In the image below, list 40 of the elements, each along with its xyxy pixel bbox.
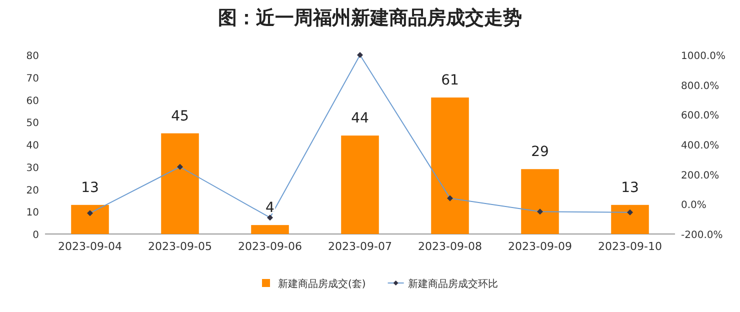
bar xyxy=(341,136,379,234)
bar xyxy=(161,133,199,234)
y2-tick-label: -200.0% xyxy=(681,230,723,241)
y2-tick-label: 0.0% xyxy=(681,200,706,212)
y-tick-label: 10 xyxy=(26,208,39,219)
y-tick-label: 40 xyxy=(26,140,39,152)
data-label: 13 xyxy=(81,180,99,196)
x-tick-label: 2023-09-10 xyxy=(598,240,662,253)
bar xyxy=(521,169,559,234)
bar xyxy=(71,204,109,234)
legend-label: 新建商品房成交(套) xyxy=(278,278,366,290)
y2-tick-label: 800.0% xyxy=(681,80,720,92)
bar xyxy=(611,204,649,234)
y2-tick-label: 600.0% xyxy=(681,110,720,122)
y2-tick-label: 1000.0% xyxy=(681,51,726,62)
data-label: 61 xyxy=(441,72,459,89)
data-label: 4 xyxy=(266,200,275,216)
y2-tick-label: 200.0% xyxy=(681,170,720,182)
x-tick-label: 2023-09-05 xyxy=(148,240,212,253)
data-label: 44 xyxy=(351,110,369,127)
bar xyxy=(431,98,469,234)
data-label: 29 xyxy=(531,144,549,160)
y-tick-label: 50 xyxy=(26,118,39,130)
bar xyxy=(251,225,289,234)
data-label: 13 xyxy=(621,180,639,196)
data-label: 45 xyxy=(171,108,189,124)
legend-label: 新建商品房成交环比 xyxy=(408,278,498,290)
y-tick-label: 20 xyxy=(26,185,39,196)
x-tick-label: 2023-09-04 xyxy=(58,240,122,253)
x-tick-label: 2023-09-06 xyxy=(238,240,302,253)
y2-tick-label: 400.0% xyxy=(681,140,720,152)
x-tick-label: 2023-09-08 xyxy=(418,240,482,253)
y-tick-label: 30 xyxy=(26,162,39,174)
x-tick-label: 2023-09-09 xyxy=(508,240,572,253)
chart-title: 图：近一周福州新建商品房成交走势 xyxy=(218,7,522,29)
y-tick-label: 0 xyxy=(32,230,39,241)
y-tick-label: 60 xyxy=(26,96,39,107)
x-tick-label: 2023-09-07 xyxy=(328,240,392,253)
y-tick-label: 80 xyxy=(26,51,39,62)
y-tick-label: 70 xyxy=(26,73,39,84)
